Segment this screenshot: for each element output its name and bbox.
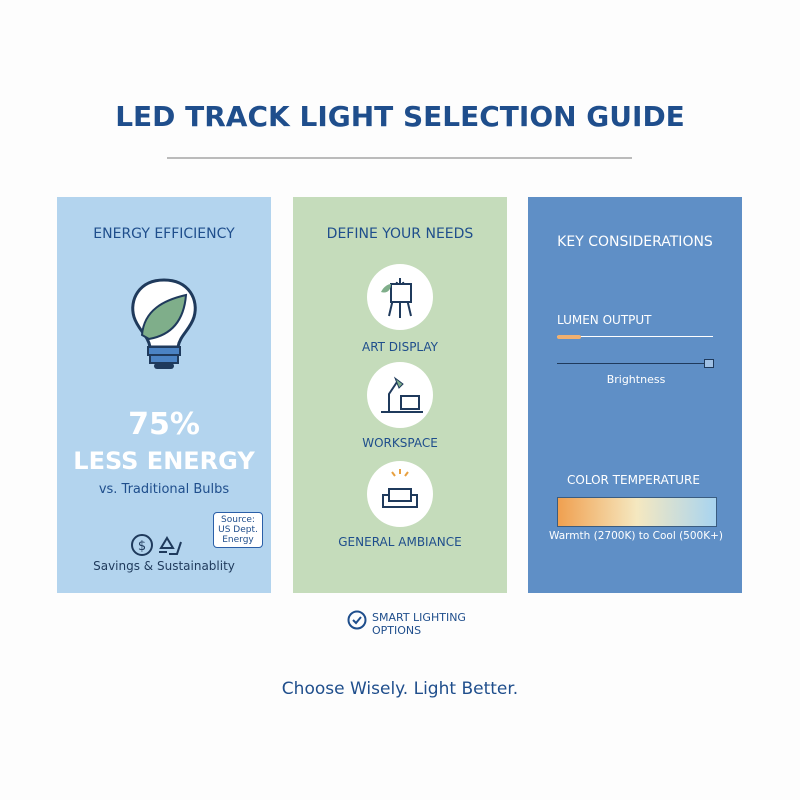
- panel-heading: ENERGY EFFICIENCY: [93, 226, 235, 242]
- stat-label: LESS ENERGY: [73, 447, 255, 475]
- slider-handle: [704, 359, 714, 368]
- color-title: COLOR TEMPERATURE: [567, 473, 700, 487]
- ambiance-icon: [367, 461, 433, 527]
- panel-footer: Savings & Sustainablity: [93, 559, 235, 573]
- panel-heading: KEY CONSIDERATIONS: [557, 234, 713, 250]
- note: SMART LIGHTING OPTIONS: [372, 611, 466, 637]
- temperature-bar: [557, 497, 717, 527]
- energy-panel: ENERGY EFFICIENCY 75% LESS ENERGY vs. Tr…: [57, 197, 271, 593]
- color-caption: Warmth (2700K) to Cool (500K+): [549, 530, 723, 542]
- needs-panel: DEFINE YOUR NEEDS ART DISPLAY WORKSPACE …: [293, 197, 507, 593]
- comparison: vs. Traditional Bulbs: [98, 482, 230, 497]
- slider-track: [557, 363, 713, 364]
- svg-text:$: $: [138, 539, 146, 554]
- lumen-title: LUMEN OUTPUT: [557, 313, 652, 327]
- need-label: ART DISPLAY: [361, 340, 439, 354]
- slider-track: [557, 336, 713, 337]
- tagline: Choose Wisely. Light Better.: [281, 679, 519, 699]
- title: LED TRACK LIGHT SELECTION GUIDE: [115, 100, 685, 133]
- considerations-panel: KEY CONSIDERATIONS LUMEN OUTPUT Brightne…: [528, 197, 742, 593]
- art-icon: [367, 264, 433, 330]
- panel-heading: DEFINE YOUR NEEDS: [326, 226, 474, 242]
- stat: 75%: [128, 407, 200, 442]
- lumen-caption: Brightness: [606, 373, 666, 386]
- need-label: GENERAL AMBIANCE: [338, 535, 462, 549]
- divider: [167, 157, 632, 159]
- need-label: WORKSPACE: [362, 436, 438, 450]
- workspace-icon: [367, 362, 433, 428]
- bulb-icon: [131, 278, 197, 369]
- slider-fill: [557, 335, 581, 339]
- savings-icons: $: [131, 534, 182, 556]
- source-box: Source: US Dept. Energy: [213, 512, 263, 548]
- check-icon: [347, 610, 367, 630]
